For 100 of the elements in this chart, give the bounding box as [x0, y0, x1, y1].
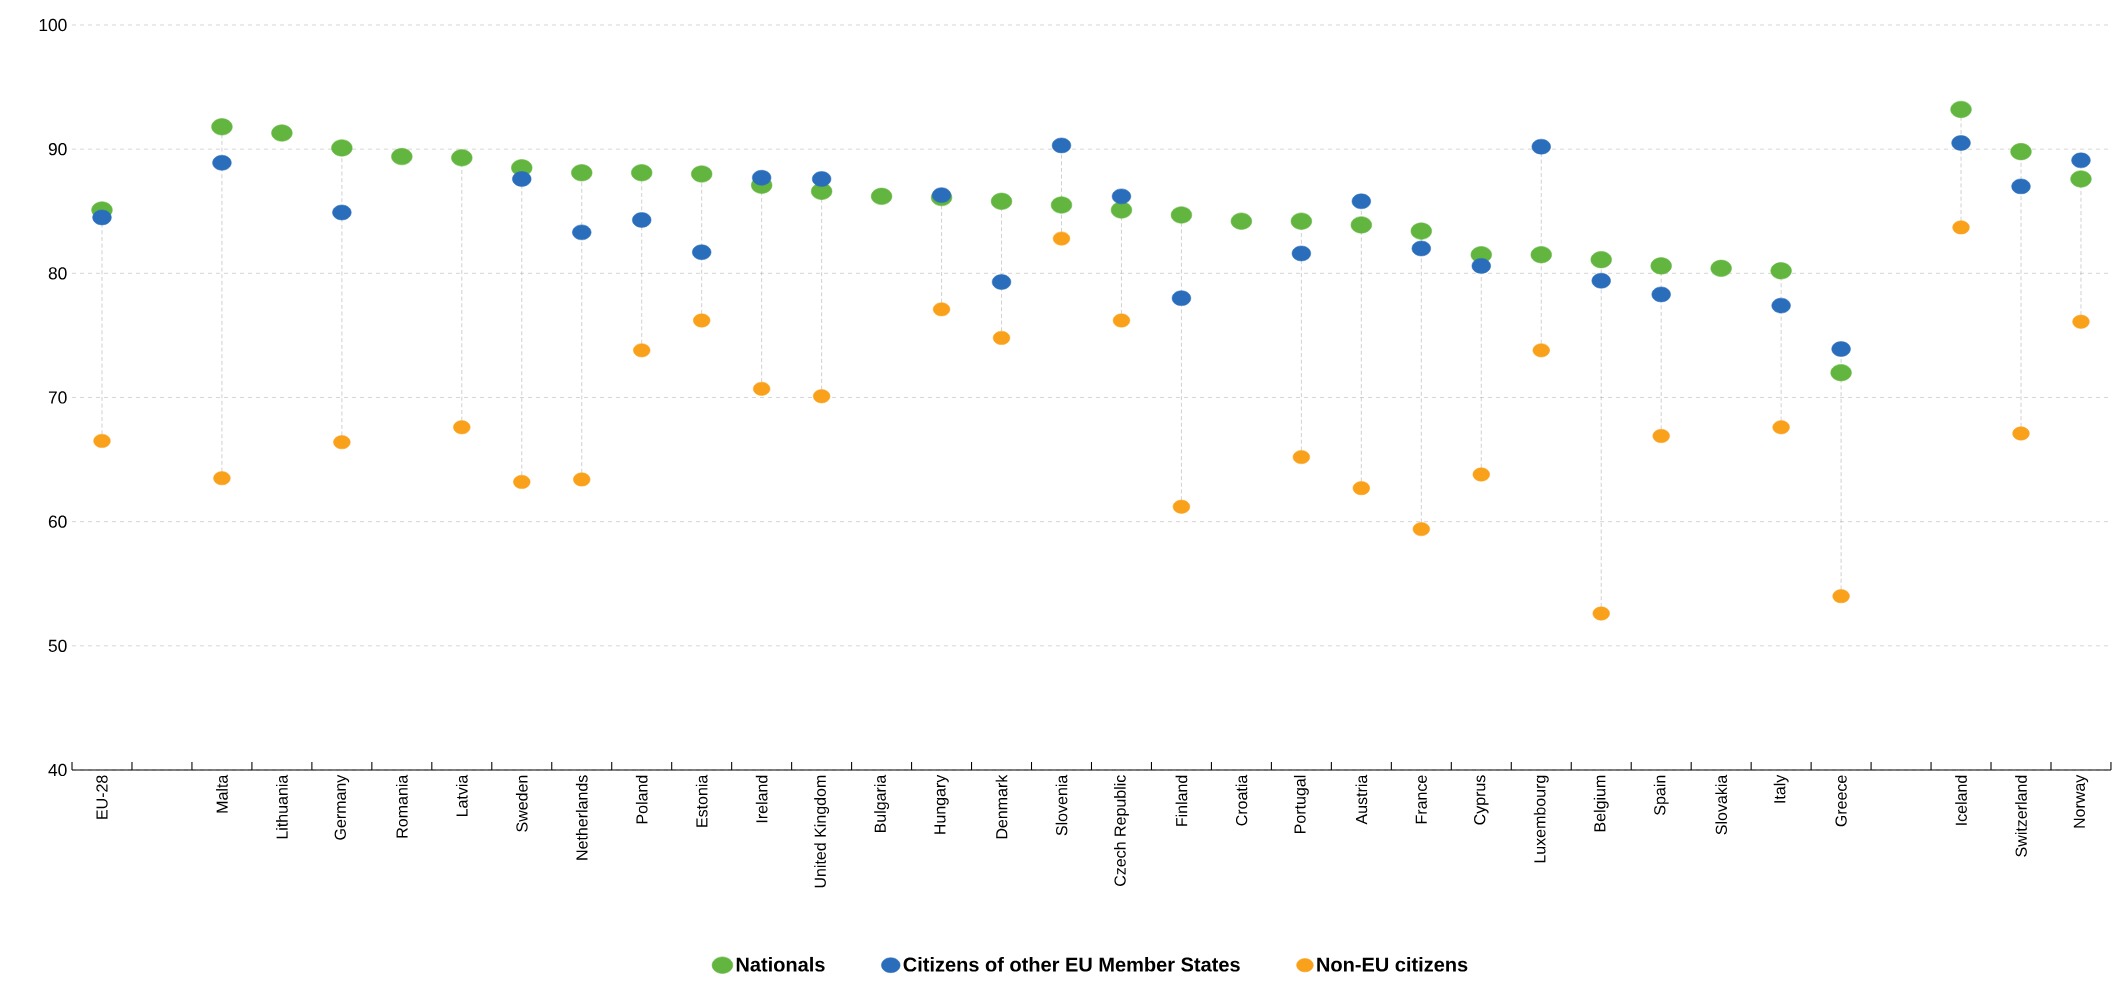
- point: [1111, 188, 1132, 205]
- x-tick-label: France: [1415, 775, 1427, 824]
- y-tick-label: 80: [48, 267, 67, 280]
- x-tick-label: Czech Republic: [1114, 775, 1129, 886]
- x-tick-label: Spain: [1653, 775, 1669, 815]
- point: [212, 155, 232, 171]
- point: [211, 118, 233, 136]
- point: [1771, 297, 1791, 314]
- x-tick-label: Belgium: [1593, 775, 1609, 832]
- point: [331, 139, 353, 157]
- point: [1171, 290, 1192, 306]
- point: [992, 330, 1011, 345]
- y-tick-label: 60: [48, 515, 67, 528]
- point: [1352, 481, 1370, 496]
- point: [1230, 212, 1253, 230]
- point: [1532, 343, 1550, 358]
- point: [512, 171, 532, 187]
- point: [1710, 259, 1732, 277]
- y-tick-label: 40: [48, 763, 67, 777]
- legend-label: Citizens of other EU Member States: [903, 956, 1240, 972]
- x-tick-label: Iceland: [1955, 775, 1967, 825]
- point: [1110, 201, 1133, 219]
- point: [1052, 231, 1071, 246]
- point: [991, 274, 1012, 290]
- point: [1590, 251, 1612, 269]
- y-tick-label: 90: [48, 143, 67, 156]
- point: [2071, 152, 2091, 169]
- x-tick-label: Ireland: [755, 775, 768, 823]
- x-tick-label: United Kingdom: [814, 775, 830, 888]
- x-tick-label: Cyprus: [1474, 775, 1489, 825]
- point: [1530, 246, 1552, 264]
- point: [1471, 258, 1491, 274]
- x-tick-label: Estonia: [695, 774, 708, 827]
- point: [451, 149, 473, 167]
- point: [453, 420, 471, 435]
- point: [1770, 262, 1792, 280]
- point: [990, 192, 1013, 210]
- point: [633, 343, 651, 358]
- point: [93, 434, 111, 448]
- x-tick-label: Portugal: [1293, 775, 1309, 833]
- point: [333, 435, 351, 450]
- point: [1952, 220, 1970, 235]
- point: [1591, 273, 1611, 289]
- y-tick-label: 70: [48, 391, 67, 404]
- point: [693, 313, 711, 328]
- point: [332, 204, 352, 221]
- point: [1350, 216, 1372, 234]
- point: [1831, 341, 1851, 357]
- point: [931, 187, 952, 203]
- point: [632, 212, 652, 228]
- point: [752, 169, 772, 186]
- point: [1652, 429, 1670, 443]
- x-tick-label: Austria: [1355, 774, 1368, 825]
- point: [1051, 137, 1072, 154]
- point: [1531, 138, 1551, 155]
- point: [1292, 450, 1310, 465]
- point: [1291, 245, 1311, 262]
- point: [271, 124, 293, 142]
- x-tick-label: Slovakia: [1715, 774, 1728, 835]
- point: [870, 187, 893, 205]
- point: [1290, 212, 1312, 230]
- x-tick-label: EU-28: [96, 775, 108, 819]
- point: [513, 474, 531, 489]
- point: [2072, 314, 2090, 329]
- point: [1650, 257, 1672, 275]
- point: [1832, 589, 1850, 604]
- point: [812, 171, 832, 187]
- x-tick-label: Romania: [395, 774, 408, 838]
- point: [1592, 606, 1610, 621]
- point: [391, 148, 413, 166]
- x-tick-label: Italy: [1773, 774, 1789, 803]
- x-tick-label: Netherlands: [575, 775, 588, 860]
- y-tick-label: 100: [39, 18, 67, 32]
- point: [1651, 286, 1671, 303]
- point: [2011, 178, 2031, 195]
- point: [1050, 196, 1073, 214]
- point: [1412, 522, 1430, 537]
- x-tick-label: Poland: [635, 775, 648, 824]
- x-tick-label: Norway: [2073, 774, 2089, 828]
- legend-label: Nationals: [736, 956, 825, 972]
- point: [811, 182, 833, 200]
- point: [1351, 193, 1371, 210]
- point: [2012, 426, 2030, 441]
- point: [213, 471, 231, 486]
- x-tick-label: Finland: [1175, 775, 1188, 826]
- point: [1411, 240, 1431, 257]
- x-tick-label: Malta: [216, 774, 228, 813]
- x-tick-label: Croatia: [1235, 774, 1248, 826]
- x-tick-label: Luxembourg: [1533, 775, 1549, 863]
- point: [92, 209, 112, 226]
- point: [1170, 206, 1193, 224]
- legend-label: Non-EU citizens: [1317, 956, 1468, 972]
- x-tick-label: Denmark: [995, 774, 1008, 839]
- point: [2070, 170, 2092, 188]
- point: [2010, 143, 2032, 161]
- x-tick-label: Lithuania: [276, 774, 288, 839]
- point: [691, 165, 713, 183]
- point: [692, 244, 712, 260]
- point: [932, 302, 951, 317]
- point: [572, 224, 592, 241]
